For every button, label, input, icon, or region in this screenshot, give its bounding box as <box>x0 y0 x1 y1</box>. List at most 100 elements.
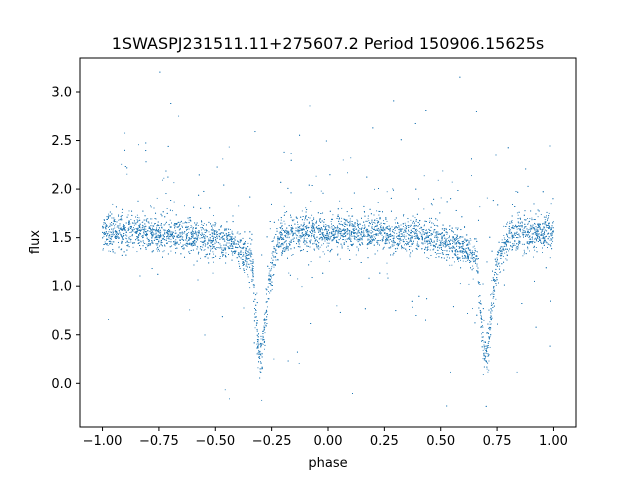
scatter-point <box>337 253 339 255</box>
scatter-point <box>332 233 334 235</box>
scatter-point <box>378 227 380 229</box>
scatter-point <box>150 218 151 220</box>
scatter-point <box>271 266 273 268</box>
scatter-point <box>418 231 420 232</box>
scatter-point <box>151 239 152 241</box>
scatter-point <box>457 256 459 258</box>
scatter-point <box>252 272 254 273</box>
scatter-point <box>488 369 490 371</box>
scatter-point <box>428 257 430 259</box>
scatter-point <box>235 239 237 241</box>
scatter-point <box>546 230 548 232</box>
scatter-point <box>142 225 144 226</box>
scatter-point <box>372 227 374 229</box>
scatter-point <box>386 262 388 264</box>
scatter-point <box>458 241 459 243</box>
scatter-point <box>512 245 514 247</box>
scatter-point <box>531 242 533 244</box>
scatter-point <box>337 215 338 217</box>
scatter-point <box>136 221 138 223</box>
scatter-point <box>290 229 292 231</box>
scatter-point <box>445 228 447 230</box>
scatter-point <box>250 252 252 254</box>
scatter-point <box>449 250 450 252</box>
scatter-point <box>268 272 270 274</box>
scatter-point <box>511 221 513 223</box>
scatter-point <box>454 250 456 252</box>
scatter-point <box>139 225 141 227</box>
scatter-point <box>233 237 235 239</box>
scatter-point <box>526 234 528 236</box>
scatter-point <box>520 229 522 231</box>
scatter-point <box>201 223 203 225</box>
scatter-point <box>151 230 153 232</box>
scatter-point <box>299 236 301 238</box>
scatter-point <box>201 229 203 231</box>
scatter-point <box>303 234 305 236</box>
scatter-point <box>472 259 474 261</box>
scatter-point <box>273 266 275 268</box>
scatter-point <box>159 232 161 234</box>
scatter-point <box>488 345 489 347</box>
scatter-point <box>299 234 301 236</box>
scatter-point <box>204 229 206 231</box>
scatter-point <box>394 229 396 231</box>
scatter-point <box>362 243 364 245</box>
scatter-point <box>479 302 481 304</box>
scatter-point <box>181 225 183 227</box>
scatter-point <box>327 233 329 234</box>
scatter-point <box>513 233 515 235</box>
scatter-point <box>257 344 259 346</box>
scatter-point <box>528 232 530 234</box>
scatter-point <box>443 242 445 244</box>
scatter-point <box>140 240 142 242</box>
scatter-point <box>486 332 487 334</box>
scatter-point <box>266 310 268 312</box>
scatter-point <box>285 234 287 236</box>
scatter-point <box>486 197 488 199</box>
scatter-point <box>106 235 108 237</box>
scatter-point <box>128 210 130 212</box>
scatter-point <box>176 241 178 243</box>
scatter-point <box>490 294 491 296</box>
scatter-point <box>340 235 342 237</box>
scatter-point <box>353 230 355 231</box>
scatter-point <box>109 231 111 233</box>
scatter-point <box>537 234 539 236</box>
scatter-point <box>483 358 485 360</box>
scatter-point <box>374 236 376 238</box>
scatter-point <box>174 240 176 242</box>
scatter-point <box>328 239 330 241</box>
scatter-point <box>289 244 291 245</box>
scatter-point <box>366 247 368 249</box>
scatter-point <box>140 227 142 229</box>
scatter-point <box>246 258 248 260</box>
scatter-point <box>270 267 272 269</box>
scatter-point <box>306 237 308 239</box>
scatter-point <box>399 240 401 242</box>
scatter-point <box>270 277 272 279</box>
scatter-point <box>414 238 416 240</box>
scatter-point <box>332 214 334 216</box>
scatter-point <box>137 229 139 231</box>
scatter-point <box>495 298 497 300</box>
scatter-point <box>536 237 538 239</box>
scatter-point <box>487 346 489 348</box>
scatter-point <box>302 232 303 233</box>
scatter-point <box>412 306 413 308</box>
scatter-point <box>125 237 127 239</box>
scatter-point <box>311 229 313 231</box>
scatter-point <box>104 233 106 235</box>
scatter-point <box>378 214 380 216</box>
scatter-point <box>126 238 128 240</box>
scatter-point <box>297 224 299 225</box>
scatter-point <box>374 188 375 190</box>
scatter-point <box>504 252 506 254</box>
scatter-point <box>437 247 438 249</box>
scatter-point <box>416 225 418 227</box>
scatter-point <box>136 214 138 216</box>
data-points <box>102 71 554 407</box>
scatter-point <box>427 243 429 245</box>
scatter-point <box>161 227 162 229</box>
scatter-point <box>405 235 407 237</box>
